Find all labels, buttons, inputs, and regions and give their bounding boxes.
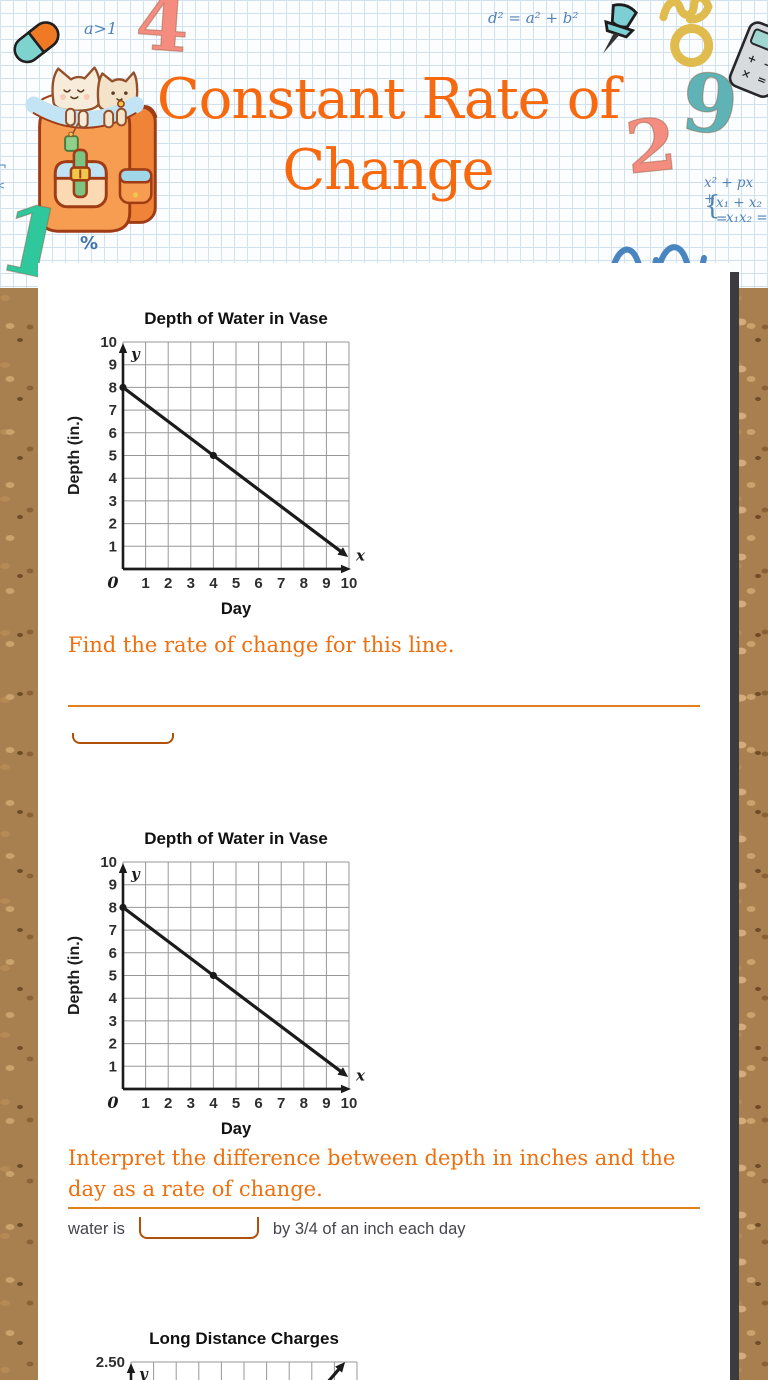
svg-text:y: y xyxy=(130,345,141,363)
answer-divider-1 xyxy=(68,705,700,707)
svg-text:Day: Day xyxy=(221,600,252,618)
svg-text:3: 3 xyxy=(187,1095,195,1112)
svg-text:7: 7 xyxy=(109,922,117,939)
svg-text:x: x xyxy=(355,1067,366,1085)
svg-text:0: 0 xyxy=(107,573,118,592)
svg-text:1: 1 xyxy=(141,575,149,592)
svg-text:Day: Day xyxy=(221,1120,252,1138)
svg-text:x: x xyxy=(355,547,366,565)
doodle-pythagorean-formula: d² = a² + b² xyxy=(488,9,579,27)
svg-text:5: 5 xyxy=(232,575,240,592)
svg-text:3: 3 xyxy=(187,575,195,592)
fill-after-text: by 3/4 of an inch each day xyxy=(272,1220,466,1238)
svg-text:7: 7 xyxy=(277,1095,285,1112)
svg-text:5: 5 xyxy=(109,968,117,985)
svg-text:Depth of Water in Vase: Depth of Water in Vase xyxy=(144,309,328,328)
answer-divider-2 xyxy=(68,1207,700,1209)
svg-text:2: 2 xyxy=(109,1036,117,1053)
backpack-cats-illustration xyxy=(25,66,158,233)
svg-text:5: 5 xyxy=(232,1095,240,1112)
svg-text:2: 2 xyxy=(164,575,172,592)
worksheet-body: Depth of Water in Vase 1 2 3 4 5 6 7 8 9 10 1 2 3 4 5 6 7… xyxy=(38,263,730,1380)
svg-text:1: 1 xyxy=(141,1095,149,1112)
svg-text:Long Distance Charges: Long Distance Charges xyxy=(149,1329,339,1348)
svg-text:5: 5 xyxy=(109,448,117,465)
svg-text:8: 8 xyxy=(109,899,117,916)
svg-text:7: 7 xyxy=(277,575,285,592)
page-title-line-2: Change xyxy=(282,138,494,203)
calculator-equals-button: = xyxy=(755,72,768,88)
svg-text:9: 9 xyxy=(109,877,117,894)
doodle-edge-mark-1: ¬ xyxy=(0,159,7,175)
page-title: Constant Rate of Change xyxy=(128,64,648,206)
svg-text:10: 10 xyxy=(341,1095,358,1112)
svg-text:4: 4 xyxy=(109,470,118,487)
worksheet-header-banner: a>1 4 ¬ < xyxy=(0,0,768,288)
svg-text:4: 4 xyxy=(209,1095,218,1112)
doodle-vieta-product-formula: x₁x₂ = xyxy=(726,210,768,226)
svg-text:8: 8 xyxy=(109,379,117,396)
doodle-inequality: a>1 xyxy=(84,19,118,38)
svg-text:3: 3 xyxy=(109,493,117,510)
pushpin-icon xyxy=(602,3,638,54)
question-2-prompt: Interpret the difference between depth i… xyxy=(68,1146,676,1201)
doodle-digit-8-icon xyxy=(659,0,714,67)
svg-text:10: 10 xyxy=(100,334,117,351)
calculator-plus-button: + xyxy=(745,51,758,67)
svg-text:9: 9 xyxy=(109,357,117,374)
svg-text:7: 7 xyxy=(109,402,117,419)
long-distance-charges-graph: Long Distance Charges 2.50 y xyxy=(96,1329,358,1380)
svg-text:6: 6 xyxy=(109,945,117,962)
page-title-line-1: Constant Rate of xyxy=(156,67,620,132)
svg-text:8: 8 xyxy=(300,1095,308,1112)
svg-text:9: 9 xyxy=(322,575,330,592)
svg-text:1: 1 xyxy=(109,538,117,555)
fill-in-sentence: water is by 3/4 of an inch each day xyxy=(68,1217,466,1239)
doodle-digit-9: 9 xyxy=(677,54,743,155)
svg-text:6: 6 xyxy=(254,1095,262,1112)
svg-text:y: y xyxy=(138,1365,149,1380)
svg-text:0: 0 xyxy=(107,1093,118,1112)
doodle-brace: { xyxy=(704,191,721,221)
svg-text:1: 1 xyxy=(109,1058,117,1075)
svg-text:y: y xyxy=(130,865,141,883)
svg-text:4: 4 xyxy=(209,575,218,592)
svg-text:Depth (in.): Depth (in.) xyxy=(66,416,83,495)
svg-text:10: 10 xyxy=(100,854,117,871)
svg-text:Depth of Water in Vase: Depth of Water in Vase xyxy=(144,829,328,848)
fill-before-text: water is xyxy=(68,1220,125,1238)
svg-text:10: 10 xyxy=(341,575,358,592)
svg-text:4: 4 xyxy=(109,990,118,1007)
question-1-prompt: Find the rate of change for this line. xyxy=(68,633,455,657)
fill-blank-input[interactable] xyxy=(138,1217,259,1239)
svg-text:6: 6 xyxy=(254,575,262,592)
svg-text:8: 8 xyxy=(300,575,308,592)
doodle-quadratic-formula: x² + px + xyxy=(704,175,754,207)
calculator-minus-button: − xyxy=(761,58,768,74)
svg-text:2: 2 xyxy=(164,1095,172,1112)
doodle-percent-sign: % xyxy=(80,233,99,254)
doodle-vieta-sum-formula: x₁ + x₂ = xyxy=(716,195,762,227)
doodle-digit-2: 2 xyxy=(621,100,681,191)
answer-blank-input-1[interactable] xyxy=(72,733,174,744)
svg-text:3: 3 xyxy=(109,1013,117,1030)
scrollbar-thumb[interactable] xyxy=(730,272,739,1380)
eraser-icon xyxy=(13,21,60,64)
calculator-multiply-button: × xyxy=(739,66,752,82)
svg-text:6: 6 xyxy=(109,425,117,442)
svg-text:2.50: 2.50 xyxy=(96,1354,125,1371)
svg-text:9: 9 xyxy=(322,1095,330,1112)
svg-text:Depth (in.): Depth (in.) xyxy=(66,936,83,1015)
doodle-edge-mark-2: < xyxy=(0,179,5,193)
svg-text:2: 2 xyxy=(109,516,117,533)
